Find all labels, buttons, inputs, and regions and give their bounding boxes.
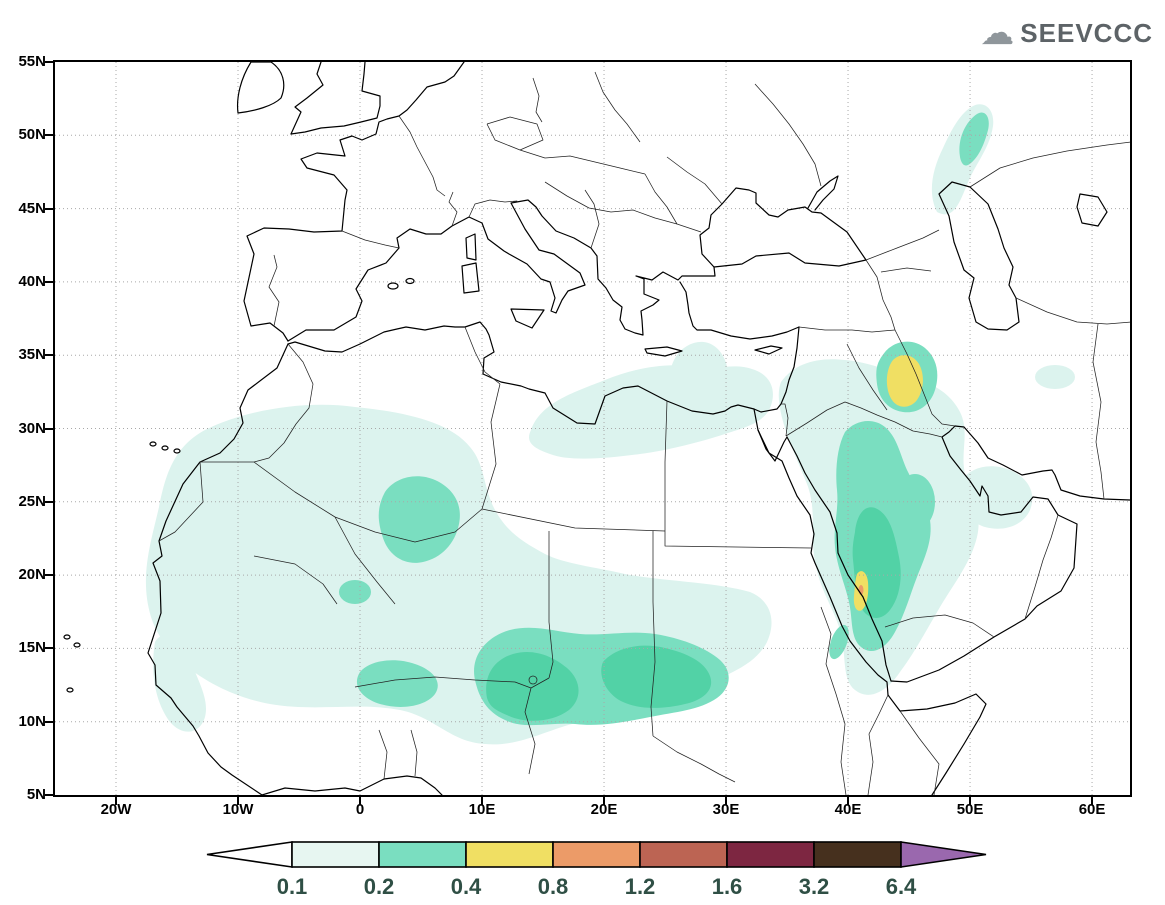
lat-tick-label: 20N (18, 566, 46, 584)
lon-tick-label: 50E (956, 801, 984, 818)
lat-tick-label: 50N (18, 126, 46, 144)
cloud-icon: ☁ (980, 14, 1015, 52)
colorbar-tick-label: 0.2 (364, 874, 395, 899)
lon-tick-label: 10E (468, 801, 496, 818)
lat-tick-mark (45, 500, 53, 503)
logo-text: SEEVCCC (1020, 17, 1153, 48)
colorbar-arrow-right (900, 841, 987, 868)
map-plot (55, 61, 1132, 796)
colorbar-segment (726, 841, 815, 868)
coastlines (63, 61, 1132, 796)
lat-tick-label: 30N (18, 419, 46, 437)
colorbar-tick-label: 1.6 (712, 874, 743, 899)
lon-tick-label: 40E (834, 801, 862, 818)
lat-tick-mark (45, 574, 53, 577)
colorbar: 0.1 0.2 0.4 0.8 1.2 1.6 3.2 6.4 (206, 841, 987, 899)
lon-tick-mark (359, 797, 362, 805)
lon-tick-mark (603, 797, 606, 805)
colorbar-tick-label: 3.2 (799, 874, 830, 899)
lon-tick-label: 20E (590, 801, 618, 818)
lon-tick-mark (1091, 797, 1094, 805)
lat-tick-mark (45, 720, 53, 723)
colorbar-segment (639, 841, 728, 868)
lat-tick-label: 40N (18, 272, 46, 290)
colorbar-segment (465, 841, 554, 868)
colorbar-tick-label: 0.1 (277, 874, 308, 899)
lat-tick-mark (45, 647, 53, 650)
lon-tick-mark (847, 797, 850, 805)
lat-tick-mark (45, 61, 53, 63)
lon-tick-label: 30E (712, 801, 740, 818)
colorbar-arrow-left (206, 841, 293, 868)
lat-tick-mark (45, 134, 53, 137)
lon-tick-label: 20W (100, 801, 132, 818)
lon-tick-label: 0 (355, 801, 365, 818)
colorbar-tick-label: 0.4 (451, 874, 482, 899)
lat-tick-label: 45N (18, 199, 46, 217)
lat-tick-label: 10N (18, 712, 46, 730)
colorbar-segment (552, 841, 641, 868)
colorbar-segment (378, 841, 467, 868)
colorbar-segment (291, 841, 380, 868)
map-frame (53, 60, 1132, 797)
lat-tick-mark (45, 427, 53, 430)
lon-tick-label: 10W (222, 801, 254, 818)
lat-tick-mark (45, 354, 53, 357)
lat-tick-label: 55N (18, 53, 46, 70)
colorbar-segment (813, 841, 902, 868)
lon-tick-mark (725, 797, 728, 805)
country-borders (158, 71, 1132, 796)
colorbar-tick-label: 0.8 (538, 874, 569, 899)
colorbar-tick-label: 1.2 (625, 874, 656, 899)
lat-tick-mark (45, 280, 53, 283)
lat-tick-label: 5N (26, 786, 46, 803)
lat-tick-mark (45, 794, 53, 796)
lon-tick-mark (115, 797, 117, 805)
lat-tick-mark (45, 207, 53, 210)
aot-shading (145, 104, 1075, 745)
colorbar-tick-label: 6.4 (886, 874, 917, 899)
lon-tick-mark (481, 797, 484, 805)
lat-tick-label: 25N (18, 492, 46, 510)
lat-tick-label: 15N (18, 639, 46, 657)
lon-tick-mark (969, 797, 972, 805)
lon-tick-mark (237, 797, 239, 805)
lat-tick-label: 35N (18, 346, 46, 364)
seevccc-logo: ☁ SEEVCCC (980, 16, 1153, 50)
lon-tick-label: 60E (1078, 801, 1106, 818)
